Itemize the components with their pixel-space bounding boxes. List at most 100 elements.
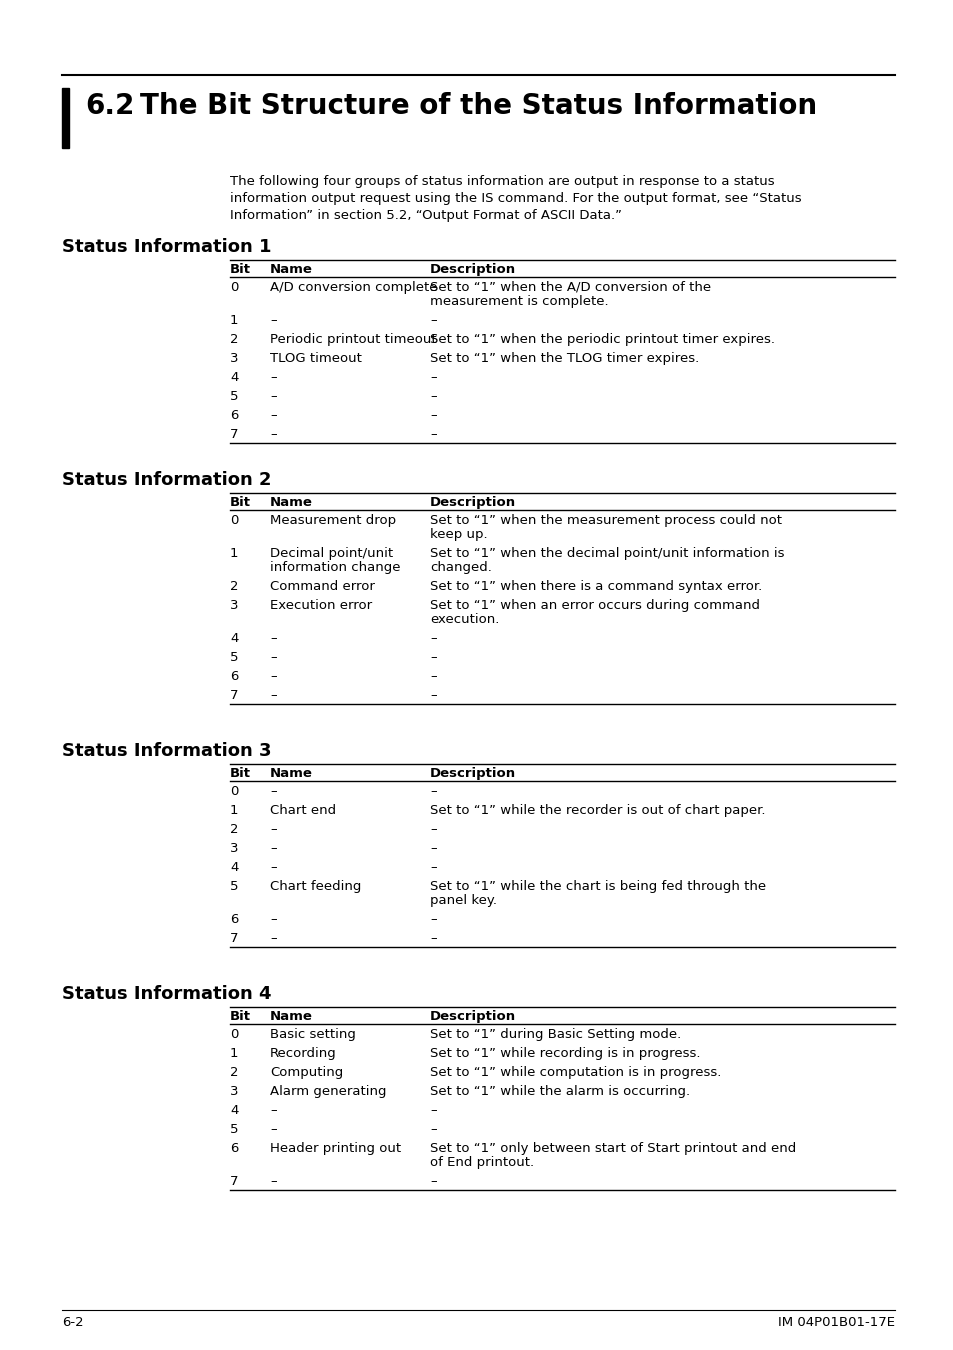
Text: 2: 2 [230, 333, 238, 346]
Text: 7: 7 [230, 688, 238, 702]
Text: Bit: Bit [230, 767, 251, 780]
Text: –: – [430, 315, 436, 327]
Text: –: – [430, 390, 436, 404]
Text: information output request using the IS command. For the output format, see “Sta: information output request using the IS … [230, 192, 801, 205]
Bar [62, 88, 69, 148]
Text: –: – [430, 409, 436, 423]
Text: 5: 5 [230, 390, 238, 404]
Text: Periodic printout timeout: Periodic printout timeout [270, 333, 436, 346]
Text: Description: Description [430, 1010, 516, 1023]
Text: 2: 2 [230, 824, 238, 836]
Text: The Bit Structure of the Status Information: The Bit Structure of the Status Informat… [140, 92, 817, 120]
Text: –: – [270, 824, 276, 836]
Text: 1: 1 [230, 805, 238, 817]
Text: Bit: Bit [230, 1010, 251, 1023]
Text: 3: 3 [230, 352, 238, 365]
Text: changed.: changed. [430, 562, 492, 574]
Text: –: – [270, 1123, 276, 1135]
Text: 6: 6 [230, 913, 238, 926]
Text: Status Information 2: Status Information 2 [62, 471, 272, 489]
Text: Set to “1” when the TLOG timer expires.: Set to “1” when the TLOG timer expires. [430, 352, 699, 365]
Text: Set to “1” when there is a command syntax error.: Set to “1” when there is a command synta… [430, 580, 761, 593]
Text: 4: 4 [230, 861, 238, 873]
Text: 4: 4 [230, 1104, 238, 1116]
Text: 6: 6 [230, 1142, 238, 1156]
Text: Bit: Bit [230, 495, 251, 509]
Text: 5: 5 [230, 651, 238, 664]
Text: –: – [430, 1174, 436, 1188]
Text: –: – [430, 632, 436, 645]
Text: –: – [270, 632, 276, 645]
Text: –: – [270, 784, 276, 798]
Text: Description: Description [430, 767, 516, 780]
Text: –: – [270, 842, 276, 855]
Text: –: – [270, 651, 276, 664]
Text: Name: Name [270, 263, 313, 275]
Text: –: – [430, 842, 436, 855]
Text: IM 04P01B01-17E: IM 04P01B01-17E [778, 1316, 894, 1328]
Text: Decimal point/unit: Decimal point/unit [270, 547, 393, 560]
Text: 7: 7 [230, 1174, 238, 1188]
Text: Set to “1” when the decimal point/unit information is: Set to “1” when the decimal point/unit i… [430, 547, 783, 560]
Text: Set to “1” while computation is in progress.: Set to “1” while computation is in progr… [430, 1066, 720, 1079]
Text: –: – [270, 670, 276, 683]
Text: –: – [270, 409, 276, 423]
Text: 0: 0 [230, 784, 238, 798]
Text: –: – [430, 428, 436, 441]
Text: 1: 1 [230, 1048, 238, 1060]
Text: –: – [270, 1104, 276, 1116]
Text: –: – [430, 1123, 436, 1135]
Text: –: – [270, 428, 276, 441]
Text: Alarm generating: Alarm generating [270, 1085, 386, 1098]
Text: 1: 1 [230, 315, 238, 327]
Text: 4: 4 [230, 371, 238, 383]
Text: of End printout.: of End printout. [430, 1156, 534, 1169]
Text: –: – [430, 1104, 436, 1116]
Text: Set to “1” when the measurement process could not: Set to “1” when the measurement process … [430, 514, 781, 526]
Text: 2: 2 [230, 580, 238, 593]
Text: 0: 0 [230, 1027, 238, 1041]
Text: 3: 3 [230, 842, 238, 855]
Text: Set to “1” while recording is in progress.: Set to “1” while recording is in progres… [430, 1048, 700, 1060]
Text: Set to “1” while the recorder is out of chart paper.: Set to “1” while the recorder is out of … [430, 805, 764, 817]
Text: –: – [430, 651, 436, 664]
Text: A/D conversion complete: A/D conversion complete [270, 281, 437, 294]
Text: –: – [270, 1174, 276, 1188]
Text: Measurement drop: Measurement drop [270, 514, 395, 526]
Text: Set to “1” while the alarm is occurring.: Set to “1” while the alarm is occurring. [430, 1085, 689, 1098]
Text: Set to “1” while the chart is being fed through the: Set to “1” while the chart is being fed … [430, 880, 765, 892]
Text: –: – [430, 371, 436, 383]
Text: 0: 0 [230, 514, 238, 526]
Text: –: – [430, 784, 436, 798]
Text: Description: Description [430, 495, 516, 509]
Text: Basic setting: Basic setting [270, 1027, 355, 1041]
Text: –: – [270, 371, 276, 383]
Text: –: – [430, 670, 436, 683]
Text: 2: 2 [230, 1066, 238, 1079]
Text: Status Information 1: Status Information 1 [62, 238, 272, 256]
Text: Chart end: Chart end [270, 805, 335, 817]
Text: Bit: Bit [230, 263, 251, 275]
Text: execution.: execution. [430, 613, 498, 626]
Text: 7: 7 [230, 428, 238, 441]
Text: Set to “1” only between start of Start printout and end: Set to “1” only between start of Start p… [430, 1142, 796, 1156]
Text: Computing: Computing [270, 1066, 343, 1079]
Text: Status Information 4: Status Information 4 [62, 986, 272, 1003]
Text: Header printing out: Header printing out [270, 1142, 400, 1156]
Text: 3: 3 [230, 599, 238, 612]
Text: 6.2: 6.2 [85, 92, 134, 120]
Text: –: – [270, 913, 276, 926]
Text: Name: Name [270, 767, 313, 780]
Text: –: – [430, 824, 436, 836]
Text: –: – [430, 861, 436, 873]
Text: Description: Description [430, 263, 516, 275]
Text: 6: 6 [230, 409, 238, 423]
Text: information change: information change [270, 562, 400, 574]
Text: Execution error: Execution error [270, 599, 372, 612]
Text: Chart feeding: Chart feeding [270, 880, 361, 892]
Text: –: – [430, 931, 436, 945]
Text: keep up.: keep up. [430, 528, 487, 541]
Text: panel key.: panel key. [430, 894, 497, 907]
Text: measurement is complete.: measurement is complete. [430, 296, 608, 308]
Text: –: – [270, 861, 276, 873]
